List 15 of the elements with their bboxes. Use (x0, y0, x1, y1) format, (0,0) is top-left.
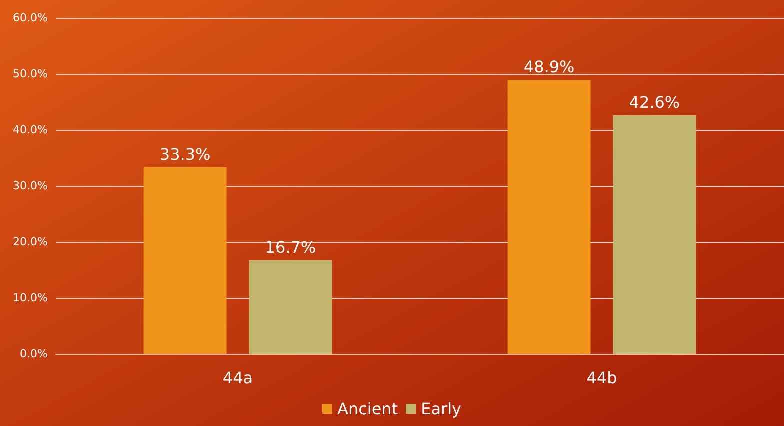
y-tick-label: 60.0% (13, 12, 48, 24)
x-tick-label: 44a (222, 368, 254, 388)
data-label: 48.9% (524, 58, 575, 77)
x-tick-label: 44b (586, 368, 618, 388)
y-tick-label: 20.0% (13, 236, 48, 248)
y-tick-label: 40.0% (13, 124, 48, 136)
y-tick-label: 0.0% (20, 348, 48, 360)
y-tick-label: 10.0% (13, 292, 48, 304)
data-label: 16.7% (265, 238, 316, 257)
legend-label: Early (421, 400, 462, 418)
data-label: 33.3% (160, 145, 211, 164)
y-tick-label: 50.0% (13, 68, 48, 80)
legend-label: Ancient (338, 400, 398, 418)
data-label: 42.6% (629, 92, 680, 112)
y-tick-label: 30.0% (13, 180, 48, 192)
